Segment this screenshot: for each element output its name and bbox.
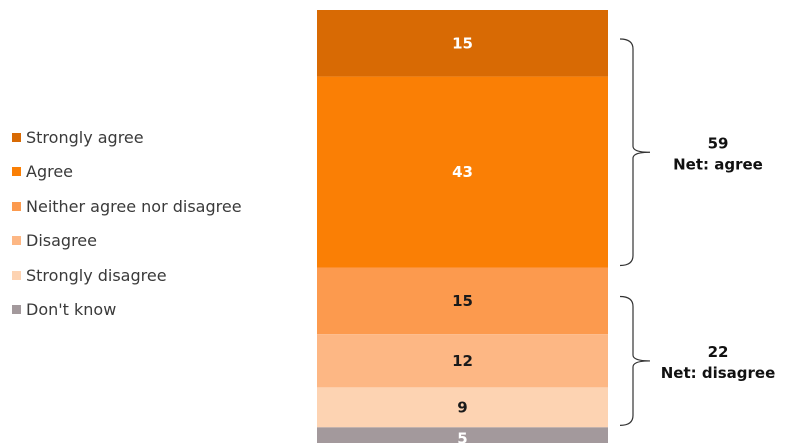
net-value-net-agree: 59 [708, 134, 729, 152]
bar-segment-disagree [317, 334, 608, 388]
legend-label: Strongly disagree [26, 265, 167, 285]
legend-swatch [12, 167, 21, 177]
chart-legend: Strongly agree Agree Neither agree nor d… [12, 120, 242, 327]
bar-segment-neither-agree-nor-disagree [317, 267, 608, 335]
legend-label: Agree [26, 162, 74, 182]
legend-swatch [12, 201, 21, 211]
net-label-net-disagree: Net: disagree [661, 364, 776, 382]
bar-segment-don-t-know [317, 427, 608, 443]
bar-segment-strongly-agree [317, 10, 608, 77]
legend-swatch [12, 305, 21, 315]
legend-item-agree: Agree [12, 155, 242, 190]
legend-item-neither: Neither agree nor disagree [12, 189, 242, 224]
legend-item-strongly-agree: Strongly agree [12, 120, 242, 155]
legend-swatch [12, 236, 21, 246]
data-label-disagree: 12 [452, 352, 473, 370]
legend-item-disagree: Disagree [12, 224, 242, 259]
data-label-agree: 43 [452, 163, 473, 181]
legend-swatch [12, 270, 21, 280]
legend-label: Disagree [26, 231, 97, 251]
legend-label: Strongly agree [26, 127, 144, 147]
bar-segment-agree [317, 76, 608, 268]
legend-label: Don't know [26, 300, 117, 320]
data-label-don-t-know: 5 [457, 429, 467, 443]
data-label-strongly-agree: 15 [452, 34, 473, 52]
legend-label: Neither agree nor disagree [26, 196, 242, 216]
bar-segment-strongly-disagree [317, 387, 608, 428]
legend-item-strongly-disagree: Strongly disagree [12, 258, 242, 293]
brace-net-disagree [619, 295, 651, 426]
legend-item-dont-know: Don't know [12, 293, 242, 328]
data-label-neither-agree-nor-disagree: 15 [452, 292, 473, 310]
data-label-strongly-disagree: 9 [457, 398, 467, 416]
brace-net-agree [619, 38, 651, 267]
net-label-net-agree: Net: agree [673, 155, 763, 173]
net-value-net-disagree: 22 [708, 343, 729, 361]
legend-swatch [12, 132, 21, 142]
